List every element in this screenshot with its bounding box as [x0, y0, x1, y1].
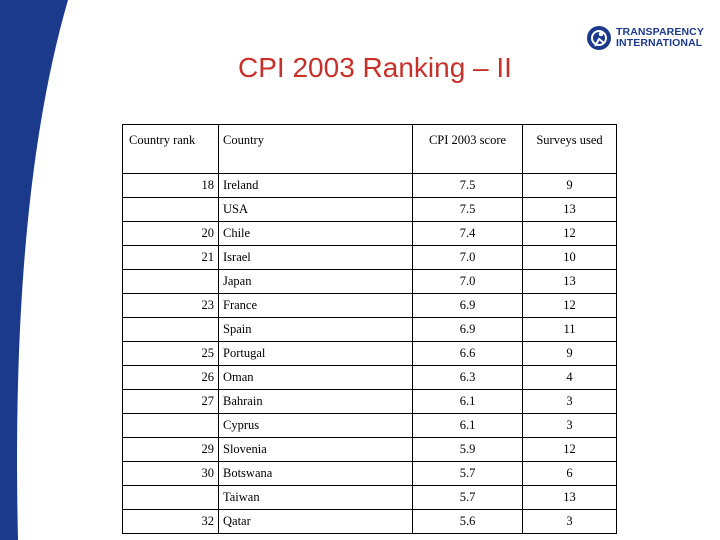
country-cell: Botswana [218, 461, 413, 486]
surveys-cell: 4 [522, 365, 617, 390]
score-cell: 6.1 [412, 389, 523, 414]
rank-cell: 18 [122, 173, 219, 198]
transparency-globe-icon [587, 26, 611, 50]
surveys-cell: 6 [522, 461, 617, 486]
country-cell: Chile [218, 221, 413, 246]
rank-cell: 27 [122, 389, 219, 414]
rank-cell [122, 413, 219, 438]
score-cell: 7.0 [412, 269, 523, 294]
score-cell: 5.7 [412, 485, 523, 510]
table-row: Cyprus 6.1 3 [122, 413, 617, 438]
rank-cell: 25 [122, 341, 219, 366]
country-cell: Qatar [218, 509, 413, 534]
logo-line-1: TRANSPARENCY [616, 26, 704, 38]
score-cell: 5.7 [412, 461, 523, 486]
country-cell: Cyprus [218, 413, 413, 438]
country-cell: USA [218, 197, 413, 222]
country-cell: Israel [218, 245, 413, 270]
surveys-cell: 3 [522, 389, 617, 414]
score-cell: 6.9 [412, 317, 523, 342]
header-surveys-used: Surveys used [522, 124, 617, 174]
surveys-cell: 11 [522, 317, 617, 342]
rank-cell [122, 485, 219, 510]
transparency-international-logo: TRANSPARENCY INTERNATIONAL [586, 22, 711, 54]
rank-cell [122, 317, 219, 342]
table-row: 29 Slovenia 5.9 12 [122, 437, 617, 462]
rank-cell: 32 [122, 509, 219, 534]
slide-title: CPI 2003 Ranking – II [238, 52, 512, 83]
country-cell: Ireland [218, 173, 413, 198]
table-row: 30 Botswana 5.7 6 [122, 461, 617, 486]
rank-cell: 29 [122, 437, 219, 462]
cpi-ranking-table: Country rank Country CPI 2003 score Surv… [122, 124, 617, 534]
header-country-rank: Country rank [122, 124, 219, 174]
country-cell: Portugal [218, 341, 413, 366]
surveys-cell: 12 [522, 293, 617, 318]
header-cpi-score: CPI 2003 score [412, 124, 523, 174]
country-cell: Bahrain [218, 389, 413, 414]
table-row: 20 Chile 7.4 12 [122, 221, 617, 246]
score-cell: 7.4 [412, 221, 523, 246]
country-cell: Spain [218, 317, 413, 342]
rank-cell: 20 [122, 221, 219, 246]
country-cell: Taiwan [218, 485, 413, 510]
country-cell: France [218, 293, 413, 318]
rank-cell: 30 [122, 461, 219, 486]
country-cell: Slovenia [218, 437, 413, 462]
surveys-cell: 12 [522, 437, 617, 462]
table-row: 21 Israel 7.0 10 [122, 245, 617, 270]
table-row: 32 Qatar 5.6 3 [122, 509, 617, 534]
table-row: Japan 7.0 13 [122, 269, 617, 294]
score-cell: 6.9 [412, 293, 523, 318]
score-cell: 5.9 [412, 437, 523, 462]
country-cell: Oman [218, 365, 413, 390]
score-cell: 7.5 [412, 173, 523, 198]
surveys-cell: 13 [522, 485, 617, 510]
table-row: 25 Portugal 6.6 9 [122, 341, 617, 366]
table-row: Spain 6.9 11 [122, 317, 617, 342]
table-row: 26 Oman 6.3 4 [122, 365, 617, 390]
surveys-cell: 13 [522, 197, 617, 222]
rank-cell: 21 [122, 245, 219, 270]
score-cell: 7.5 [412, 197, 523, 222]
score-cell: 6.6 [412, 341, 523, 366]
table-row: USA 7.5 13 [122, 197, 617, 222]
surveys-cell: 12 [522, 221, 617, 246]
surveys-cell: 9 [522, 341, 617, 366]
surveys-cell: 13 [522, 269, 617, 294]
surveys-cell: 10 [522, 245, 617, 270]
table-row: 27 Bahrain 6.1 3 [122, 389, 617, 414]
rank-cell: 26 [122, 365, 219, 390]
table-row: 23 France 6.9 12 [122, 293, 617, 318]
rank-cell [122, 197, 219, 222]
table-header-row: Country rank Country CPI 2003 score Surv… [122, 124, 617, 174]
surveys-cell: 9 [522, 173, 617, 198]
score-cell: 7.0 [412, 245, 523, 270]
header-country: Country [218, 124, 413, 174]
country-cell: Japan [218, 269, 413, 294]
score-cell: 5.6 [412, 509, 523, 534]
rank-cell: 23 [122, 293, 219, 318]
decorative-left-band [0, 0, 68, 540]
surveys-cell: 3 [522, 509, 617, 534]
table-row: Taiwan 5.7 13 [122, 485, 617, 510]
surveys-cell: 3 [522, 413, 617, 438]
rank-cell [122, 269, 219, 294]
table-row: 18 Ireland 7.5 9 [122, 173, 617, 198]
table-body: 18 Ireland 7.5 9 USA 7.5 13 20 Chile 7.4 12 21 Israe… [122, 173, 617, 534]
logo-line-2: INTERNATIONAL [616, 37, 703, 49]
score-cell: 6.1 [412, 413, 523, 438]
score-cell: 6.3 [412, 365, 523, 390]
